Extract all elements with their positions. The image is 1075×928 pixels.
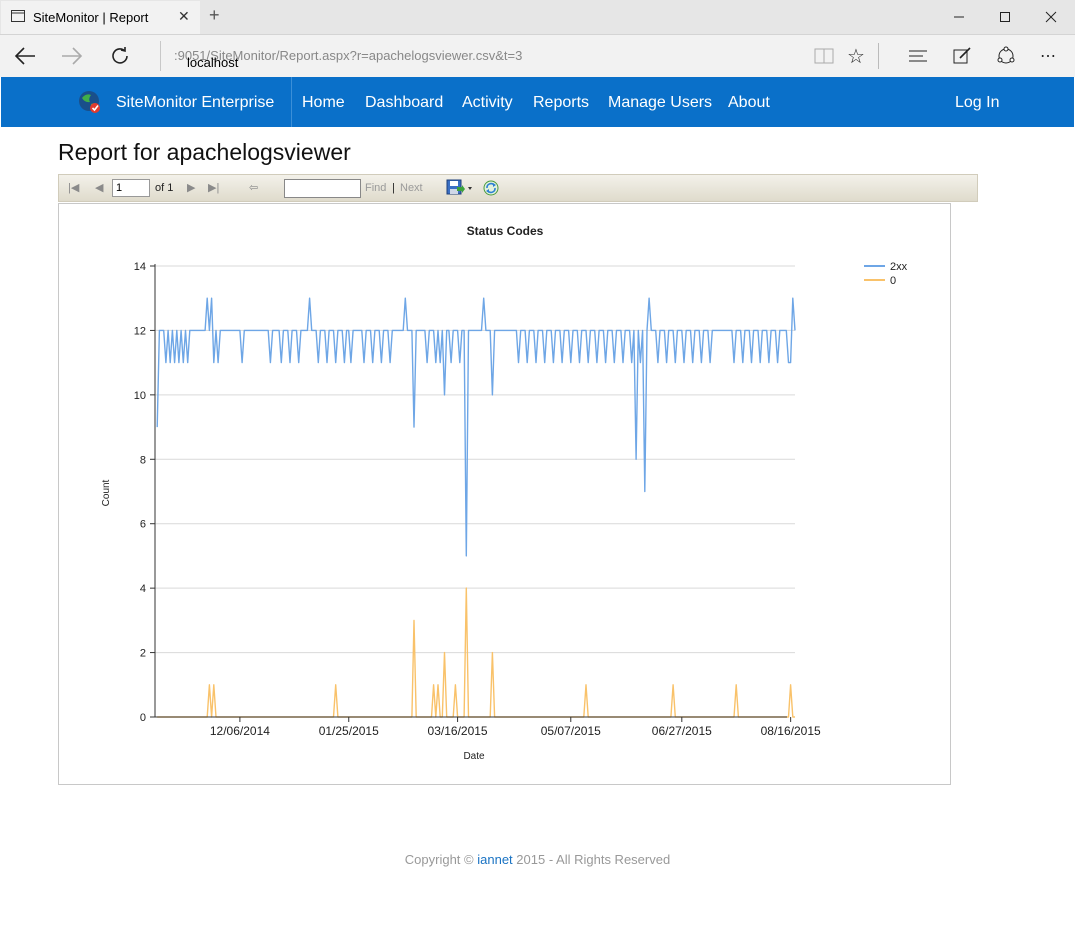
x-tick-label: 06/27/2015 [652,724,712,738]
star-icon: ☆ [847,45,865,68]
page-icon [11,10,25,22]
nav-activity[interactable]: Activity [462,94,513,111]
nav-home[interactable]: Home [302,94,345,111]
copyright-suffix: 2015 - All Rights Reserved [516,852,671,867]
new-tab-icon[interactable]: + [209,5,220,25]
favorite-button[interactable]: ☆ [840,41,872,71]
report-toolbar: |◀ ◀ of 1 ▶ ▶| ⇦ Find | Next [58,174,978,202]
footer: Copyright © iannet 2015 - All Rights Res… [0,852,1075,867]
x-axis-label: Date [463,751,485,762]
book-icon [814,48,834,64]
refresh-icon [112,47,128,64]
first-page-icon[interactable]: |◀ [68,182,80,194]
y-tick-label: 10 [134,390,146,402]
page-count-label: of 1 [155,182,174,194]
browser-titlebar: SiteMonitor | Report ✕ + [0,0,1075,35]
more-dots-icon: ⋯ [1040,48,1056,65]
nav-manage-users[interactable]: Manage Users [608,94,713,111]
share-button[interactable] [990,41,1022,71]
back-button[interactable] [9,41,41,71]
y-tick-label: 0 [140,712,146,724]
legend-label: 0 [890,275,896,287]
series-line-2xx [156,297,796,557]
address-bar: localhost:9051/SiteMonitor/Report.aspx?r… [0,35,1075,77]
web-note-button[interactable] [946,41,978,71]
y-tick-label: 2 [140,648,146,660]
refresh-button[interactable] [104,41,136,71]
page-title: Report for apachelogsviewer [58,139,351,165]
url-host: localhost [187,55,239,70]
close-icon [1045,11,1057,23]
forward-button[interactable] [56,41,88,71]
nav-about[interactable]: About [728,94,770,111]
x-tick-label: 05/07/2015 [541,724,601,738]
share-icon [997,46,1015,64]
page-number-input[interactable] [112,179,150,197]
close-window-button[interactable] [1028,4,1074,30]
hub-button[interactable] [902,41,934,71]
hub-icon [909,50,927,62]
company-link[interactable]: iannet [477,852,513,867]
brand-name[interactable]: SiteMonitor Enterprise [116,94,275,111]
find-separator: | [392,182,395,194]
status-codes-chart: Status Codes Count Date 0 2 4 6 8 10 12 14 12/06… [101,224,908,762]
y-axis-label: Count [101,479,112,506]
y-tick-label: 14 [134,261,146,273]
nav-reports[interactable]: Reports [533,94,590,111]
y-tick-label: 4 [140,583,146,595]
minimize-button[interactable] [936,4,982,30]
nav-dashboard[interactable]: Dashboard [365,94,444,111]
back-arrow-icon [14,47,35,65]
x-tick-label: 08/16/2015 [761,724,821,738]
forward-arrow-icon [62,47,83,65]
y-tick-label: 12 [134,325,146,337]
more-button[interactable]: ⋯ [1032,41,1064,71]
pen-note-icon [953,47,971,64]
browser-tab[interactable]: SiteMonitor | Report ✕ [1,1,200,34]
x-tick-label: 01/25/2015 [319,724,379,738]
find-link[interactable]: Find [365,182,387,194]
nav-login[interactable]: Log In [955,94,1000,111]
find-text-input[interactable] [284,179,361,198]
legend-label: 2xx [890,261,908,273]
find-next-link[interactable]: Next [400,182,423,194]
y-tick-label: 6 [140,519,146,531]
reading-view-button[interactable] [808,41,840,71]
maximize-button[interactable] [982,4,1028,30]
close-tab-icon[interactable]: ✕ [178,8,190,24]
minimize-icon [954,16,964,18]
refresh-report-icon[interactable] [483,180,499,196]
copyright-prefix: Copyright © [404,852,474,867]
url-field[interactable]: localhost:9051/SiteMonitor/Report.aspx?r… [160,41,881,71]
globe-check-logo-icon [79,91,100,113]
y-tick-label: 8 [140,454,146,466]
export-save-icon[interactable] [446,179,474,197]
report-viewer: Status Codes Count Date 0 2 4 6 8 10 12 14 12/06… [58,203,951,785]
navbar-divider [291,77,292,127]
x-tick-label: 12/06/2014 [210,724,270,738]
chart-title: Status Codes [467,224,544,238]
site-navbar: SiteMonitor Enterprise Home Dashboard Ac… [1,77,1074,127]
tab-title: SiteMonitor | Report [33,10,149,25]
toolbar-divider [878,43,879,69]
maximize-icon [1000,12,1010,22]
url-path: :9051/SiteMonitor/Report.aspx?r=apachelo… [174,48,523,63]
next-page-icon[interactable]: ▶ [187,182,196,194]
last-page-icon[interactable]: ▶| [208,182,220,194]
x-tick-label: 03/16/2015 [428,724,488,738]
back-to-parent-icon[interactable]: ⇦ [249,182,259,194]
previous-page-icon[interactable]: ◀ [95,182,104,194]
